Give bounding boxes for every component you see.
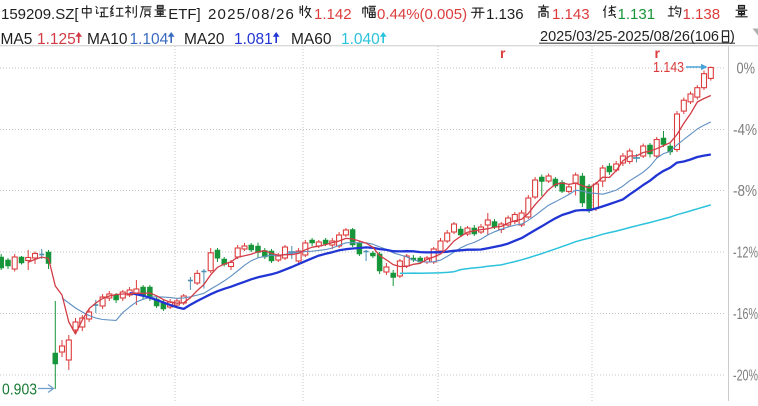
svg-text:2025/03/25-2025/08/26(106: 2025/03/25-2025/08/26(106 — [540, 29, 719, 45]
svg-text:MA5: MA5 — [1, 31, 33, 48]
svg-text:MA20: MA20 — [184, 31, 225, 48]
svg-text:1.143: 1.143 — [552, 6, 590, 23]
svg-text:-20%: -20% — [733, 368, 758, 385]
svg-text:r: r — [500, 45, 506, 61]
svg-text:1.138: 1.138 — [683, 6, 721, 23]
svg-text:-8%: -8% — [733, 183, 757, 200]
svg-text:-12%: -12% — [733, 245, 758, 262]
svg-text:1.104: 1.104 — [130, 31, 169, 48]
svg-text:MA10: MA10 — [87, 31, 128, 48]
svg-text:1.136: 1.136 — [486, 6, 524, 23]
svg-text:r: r — [655, 45, 661, 61]
svg-text:0.903: 0.903 — [2, 382, 37, 399]
svg-text:1.143: 1.143 — [653, 60, 684, 76]
svg-text:1.040: 1.040 — [341, 31, 380, 48]
svg-text:-4%: -4% — [733, 122, 757, 139]
svg-text:-16%: -16% — [733, 306, 758, 323]
svg-text:1.081: 1.081 — [234, 31, 273, 48]
svg-text:0%: 0% — [737, 61, 756, 78]
svg-text:0.44%(0.005): 0.44%(0.005) — [377, 6, 467, 23]
svg-text:MA60: MA60 — [291, 31, 332, 48]
svg-text:159209.SZ[: 159209.SZ[ — [1, 6, 79, 23]
svg-text:2025/08/26: 2025/08/26 — [208, 6, 295, 23]
svg-text:1.142: 1.142 — [314, 6, 352, 23]
svg-text:): ) — [730, 29, 735, 45]
svg-text:ETF]: ETF] — [168, 6, 201, 23]
svg-text:1.131: 1.131 — [618, 6, 656, 23]
svg-text:1.125: 1.125 — [37, 31, 76, 48]
